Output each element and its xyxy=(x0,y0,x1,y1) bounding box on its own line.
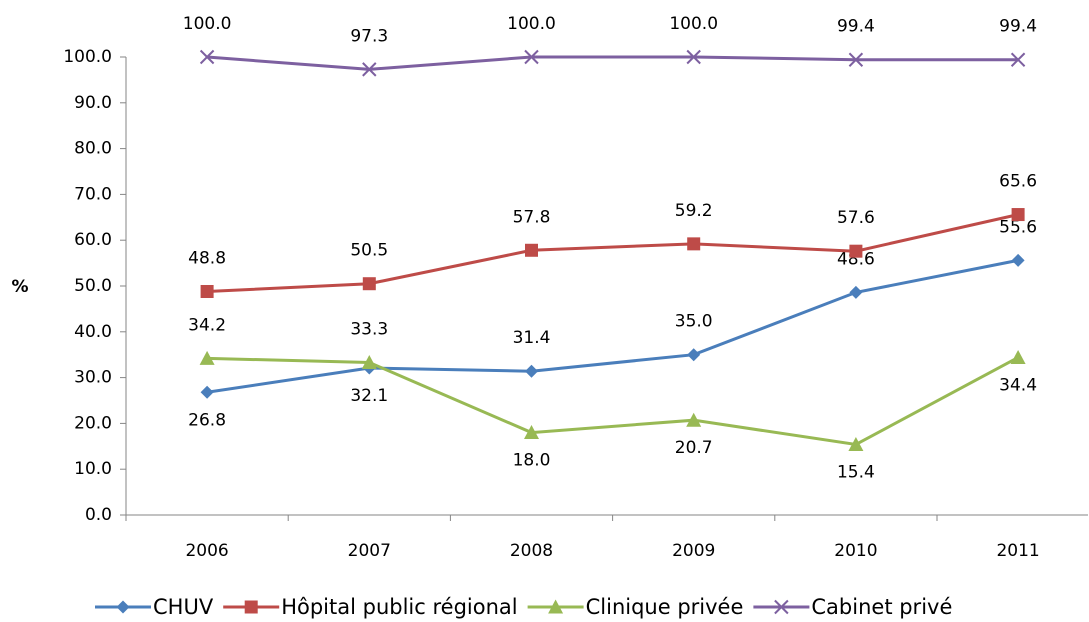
y-tick-label: 0.0 xyxy=(85,505,112,525)
data-point xyxy=(848,436,864,451)
legend-label: Cabinet privé xyxy=(811,595,952,619)
data-point xyxy=(200,284,214,298)
legend-marker xyxy=(116,600,130,614)
data-label: 26.8 xyxy=(188,410,226,430)
data-point xyxy=(686,49,701,65)
x-tick-label: 2011 xyxy=(996,541,1039,561)
data-point xyxy=(849,244,863,258)
data-point xyxy=(1010,349,1026,364)
data-point xyxy=(362,277,376,291)
y-tick-label: 100.0 xyxy=(63,47,112,67)
x-tick-label: 2007 xyxy=(348,541,391,561)
data-point xyxy=(687,237,701,251)
y-tick-label: 80.0 xyxy=(74,139,112,159)
legend-label: Hôpital public régional xyxy=(281,595,517,619)
data-label: 50.5 xyxy=(350,241,388,261)
data-label: 65.6 xyxy=(999,172,1037,192)
data-label: 48.6 xyxy=(837,249,875,269)
data-label: 18.0 xyxy=(513,451,551,471)
legend-marker xyxy=(774,599,789,615)
data-label: 99.4 xyxy=(999,17,1037,37)
data-label: 57.8 xyxy=(513,207,551,227)
y-tick-label: 90.0 xyxy=(74,93,112,113)
data-point xyxy=(200,385,214,399)
data-label: 57.6 xyxy=(837,208,875,228)
data-point xyxy=(199,350,215,365)
data-label: 99.4 xyxy=(837,17,875,37)
y-tick-label: 50.0 xyxy=(74,276,112,296)
data-label: 55.6 xyxy=(999,217,1037,237)
data-point xyxy=(362,62,377,77)
y-tick-label: 70.0 xyxy=(74,184,112,204)
data-point xyxy=(524,49,539,65)
y-axis-label: % xyxy=(11,277,28,297)
data-label: 32.1 xyxy=(350,386,388,406)
data-label: 35.0 xyxy=(675,312,713,332)
data-label: 33.3 xyxy=(350,319,388,339)
data-point xyxy=(361,354,377,369)
data-label: 48.8 xyxy=(188,248,226,268)
y-tick-label: 20.0 xyxy=(74,413,112,433)
legend-label: CHUV xyxy=(153,595,214,619)
legend-marker xyxy=(548,599,564,614)
data-point xyxy=(848,52,864,67)
y-tick-label: 30.0 xyxy=(74,368,112,388)
data-point xyxy=(524,425,539,440)
y-tick-label: 10.0 xyxy=(74,459,112,479)
series-line xyxy=(206,55,1019,71)
data-label: 97.3 xyxy=(350,26,388,46)
legend-label: Clinique privée xyxy=(586,595,744,619)
data-point xyxy=(687,348,701,362)
data-label: 34.2 xyxy=(188,315,226,335)
data-label: 100.0 xyxy=(507,14,556,34)
data-point xyxy=(686,412,702,427)
data-point xyxy=(1010,52,1026,67)
data-point xyxy=(525,243,538,257)
x-tick-label: 2008 xyxy=(510,541,553,561)
x-tick-label: 2010 xyxy=(834,541,877,561)
data-label: 100.0 xyxy=(183,14,232,34)
data-label: 20.7 xyxy=(675,438,713,458)
y-tick-label: 40.0 xyxy=(74,322,112,342)
data-label: 15.4 xyxy=(837,462,875,482)
data-label: 31.4 xyxy=(513,328,551,348)
series-line xyxy=(206,258,1019,394)
data-point xyxy=(525,364,538,378)
series-line xyxy=(207,213,1019,293)
data-label: 100.0 xyxy=(669,14,718,34)
y-tick-label: 60.0 xyxy=(74,230,112,250)
legend-marker xyxy=(244,600,258,614)
data-point xyxy=(199,49,215,65)
data-point xyxy=(849,285,863,299)
series-line xyxy=(207,356,1019,447)
x-tick-label: 2006 xyxy=(185,541,228,561)
x-tick-label: 2009 xyxy=(672,541,715,561)
data-point xyxy=(1011,253,1025,267)
data-label: 34.4 xyxy=(999,375,1037,395)
data-label: 59.2 xyxy=(675,201,713,221)
data-point xyxy=(1011,208,1025,222)
